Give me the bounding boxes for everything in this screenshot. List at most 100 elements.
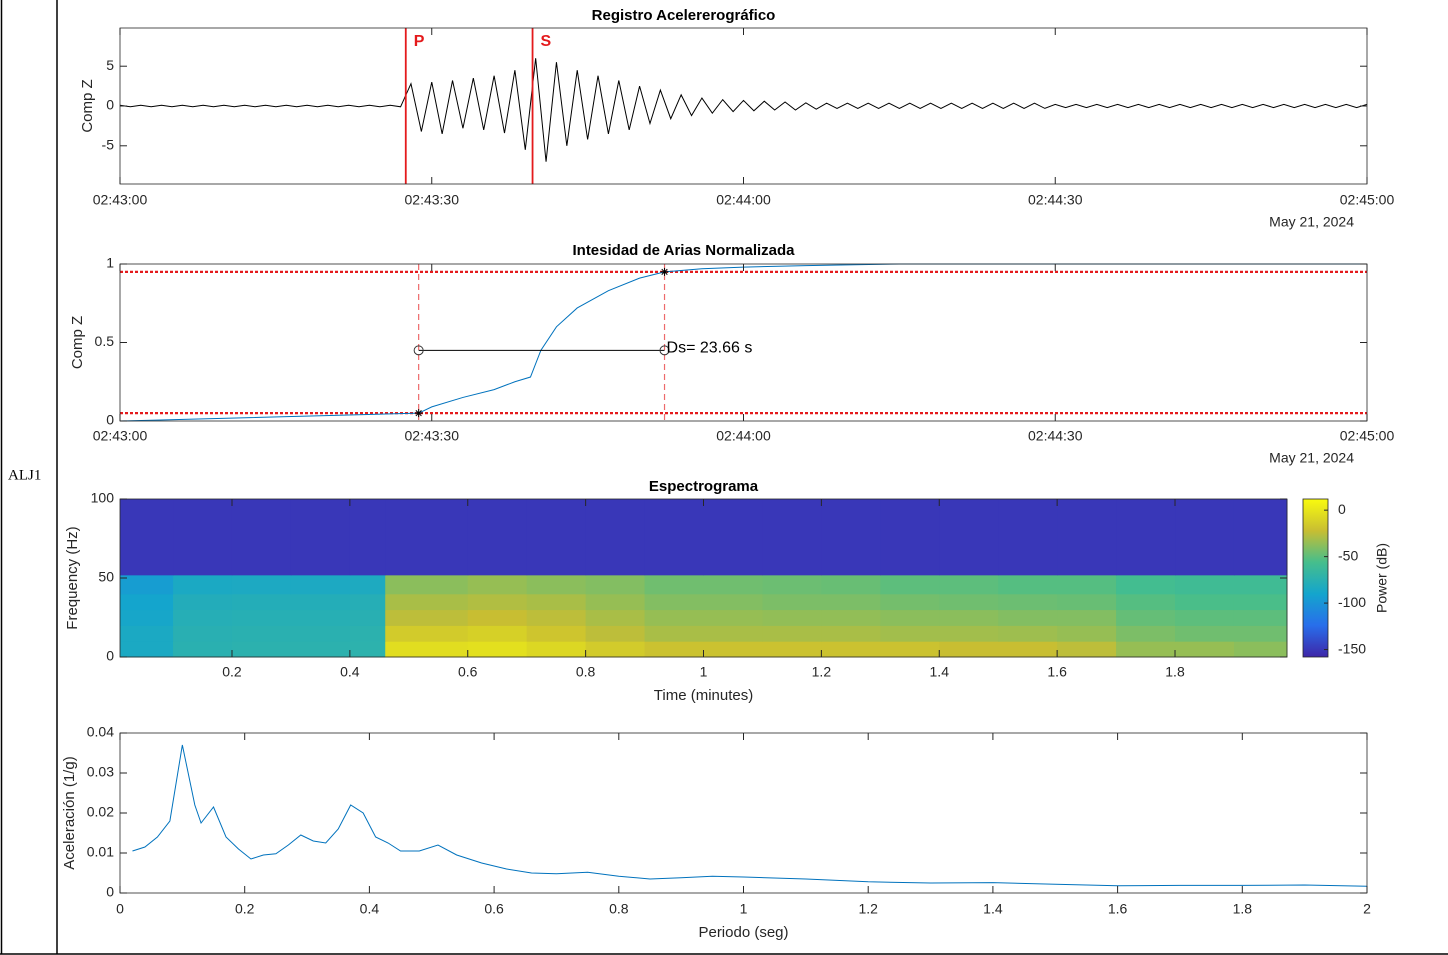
heat-cell: [1057, 641, 1117, 658]
heat-cell: [998, 625, 1058, 642]
y-axis-label: Comp Z: [79, 79, 96, 132]
y-tick-label: 100: [91, 490, 115, 506]
marker-star: [414, 409, 423, 418]
plot-area: [120, 264, 1367, 421]
heat-cell: [1057, 593, 1117, 611]
heat-cell: [349, 641, 386, 658]
heat-cell: [467, 641, 528, 658]
heat-cell: [644, 625, 704, 642]
heat-cell: [998, 593, 1058, 611]
x-tick-label: 2: [1363, 901, 1371, 917]
y-tick-label: 0.02: [87, 804, 114, 820]
subplot: P S 02:43:00 02:43:30 02:44:00 02:44:30 02:45:…: [79, 7, 1394, 230]
heat-cell: [290, 625, 351, 642]
plot-area: [120, 733, 1367, 893]
heat-cell: [120, 574, 174, 595]
heat-cell: [939, 625, 999, 642]
heat-cell: [173, 609, 233, 626]
subplot: 0 0.2 0.4 0.6 0.8 1 1.2 1.4 1.6 1.8 2 0 0.01 0.02 0.03…: [61, 724, 1371, 941]
x-tick-label: 1.6: [1047, 664, 1067, 680]
heat-cell: [998, 609, 1058, 626]
heat-cell: [939, 499, 999, 576]
heat-cell: [1233, 641, 1288, 658]
heat-cell: [290, 574, 351, 595]
heat-cell: [1233, 609, 1288, 626]
date-label: May 21, 2024: [1269, 450, 1354, 466]
heat-cell: [349, 574, 386, 595]
y-tick-label: 50: [98, 569, 114, 585]
chart-title: Intesidad de Arias Normalizada: [572, 242, 795, 259]
heat-cell: [585, 609, 646, 626]
heat-cell: [120, 641, 174, 658]
heat-cell: [526, 641, 587, 658]
heat-cell: [1175, 499, 1235, 576]
heat-cell: [1116, 609, 1176, 626]
heat-cell: [231, 574, 292, 595]
heat-cell: [821, 609, 881, 626]
heat-cell: [998, 574, 1058, 595]
heat-cell: [762, 609, 822, 626]
heat-cell: [703, 499, 763, 576]
heat-cell: [939, 574, 999, 595]
heat-cell: [467, 609, 528, 626]
y-tick-label: 0: [106, 97, 114, 113]
heat-cell: [762, 625, 822, 642]
heat-cell: [467, 593, 528, 611]
plot-area: [120, 28, 1367, 184]
x-tick-label: 02:43:30: [405, 428, 460, 444]
heat-cell: [290, 499, 351, 576]
data-line: [132, 744, 1368, 887]
heat-cell: [585, 625, 646, 642]
heat-cell: [120, 609, 174, 626]
x-tick-label: 1.4: [930, 664, 950, 680]
heat-cell: [644, 641, 704, 658]
heat-cell: [173, 593, 233, 611]
heat-cell: [231, 609, 292, 626]
y-tick-label: 0: [106, 648, 114, 664]
heat-cell: [998, 499, 1058, 576]
heat-cell: [385, 574, 469, 595]
x-tick-label: 1.2: [812, 664, 832, 680]
x-tick-label: 1.8: [1233, 901, 1253, 917]
heat-cell: [1175, 641, 1235, 658]
subplot: Ds= 23.66 s 02:43:00 02:43:30 02:44:00 02:44…: [69, 242, 1394, 466]
heat-cell: [120, 499, 174, 576]
duration-end: [413, 345, 424, 356]
heat-cell: [1175, 625, 1235, 642]
x-tick-label: 1.4: [983, 901, 1003, 917]
heat-cell: [880, 574, 940, 595]
heat-cell: [880, 625, 940, 642]
heat-cell: [880, 593, 940, 611]
y-axis-label: Aceleración (1/g): [61, 756, 78, 869]
x-tick-label: 02:43:00: [93, 428, 148, 444]
x-tick-label: 0.8: [609, 901, 629, 917]
subplot: 0 -50 -100 -150 Power (dB) 0.2 0.4 0.6 0.8 1 1.2 1.…: [64, 478, 1390, 704]
heat-cell: [120, 593, 174, 611]
heat-cell: [385, 625, 469, 642]
heat-cell: [349, 499, 386, 576]
x-tick-label: 02:44:30: [1028, 192, 1083, 208]
heat-cell: [173, 499, 233, 576]
x-tick-label: 1: [700, 664, 708, 680]
heat-cell: [1116, 574, 1176, 595]
heat-cell: [526, 625, 587, 642]
heat-cell: [385, 499, 469, 576]
x-tick-label: 02:44:30: [1028, 428, 1083, 444]
marker-star: [660, 267, 669, 276]
heat-cell: [998, 641, 1058, 658]
x-tick-label: 1: [740, 901, 748, 917]
heat-cell: [939, 641, 999, 658]
heat-cell: [585, 574, 646, 595]
heat-cell: [385, 609, 469, 626]
heat-cell: [1116, 499, 1176, 576]
y-axis-label: Comp Z: [69, 316, 86, 369]
heat-cell: [644, 593, 704, 611]
heat-cell: [349, 609, 386, 626]
heat-cell: [385, 593, 469, 611]
heat-cell: [349, 593, 386, 611]
phase-label: S: [541, 33, 552, 50]
colorbar-tick-label: -100: [1338, 594, 1366, 610]
heat-cell: [173, 641, 233, 658]
y-tick-label: 0: [106, 412, 114, 428]
heat-cell: [349, 625, 386, 642]
